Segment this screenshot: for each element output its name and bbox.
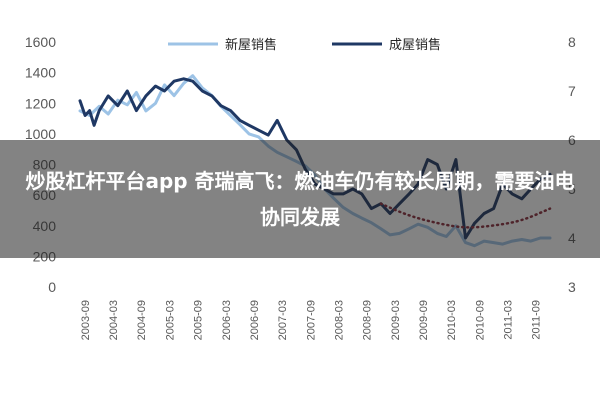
right-y-tick-label: 3 — [568, 279, 576, 295]
x-tick-label: 2008-03 — [333, 300, 345, 340]
x-tick-label: 2006-09 — [249, 300, 261, 340]
x-tick-label: 2003-09 — [80, 300, 92, 340]
x-tick-label: 2011-03 — [503, 300, 515, 340]
x-tick-label: 2011-09 — [531, 300, 543, 340]
x-tick-label: 2007-09 — [305, 300, 317, 340]
x-tick-label: 2010-03 — [446, 300, 458, 340]
left-y-tick-label: 0 — [48, 279, 56, 295]
x-tick-label: 2007-03 — [277, 300, 289, 340]
x-tick-label: 2005-09 — [193, 300, 205, 340]
right-y-tick-label: 7 — [568, 83, 576, 99]
x-tick-label: 2010-09 — [474, 300, 486, 340]
left-y-tick-label: 1400 — [25, 65, 56, 81]
legend-label-existing-home-sales: 成屋销售 — [389, 37, 441, 53]
x-tick-label: 2006-03 — [221, 300, 233, 340]
x-tick-label: 2004-03 — [108, 300, 120, 340]
headline-banner: 炒股杠杆平台app 奇瑞高飞：燃油车仍有较长周期，需要油电协同发展 — [0, 140, 600, 258]
x-tick-label: 2005-03 — [164, 300, 176, 340]
legend: 新屋销售 成屋销售 — [168, 37, 441, 53]
headline-text: 炒股杠杆平台app 奇瑞高飞：燃油车仍有较长周期，需要油电协同发展 — [25, 169, 575, 229]
x-tick-label: 2008-09 — [362, 300, 374, 340]
x-tick-label: 2004-09 — [136, 300, 148, 340]
x-tick-label: 2009-09 — [418, 300, 430, 340]
left-y-tick-label: 1000 — [25, 126, 56, 142]
left-y-tick-label: 1200 — [25, 95, 56, 111]
left-y-tick-label: 1600 — [25, 34, 56, 50]
legend-label-new-home-sales: 新屋销售 — [225, 37, 277, 53]
x-axis: 2003-09 2004-03 2004-09 2005-03 2005-09 2006-… — [80, 300, 543, 340]
x-tick-label: 2009-03 — [390, 300, 402, 340]
right-y-tick-label: 8 — [568, 34, 576, 50]
